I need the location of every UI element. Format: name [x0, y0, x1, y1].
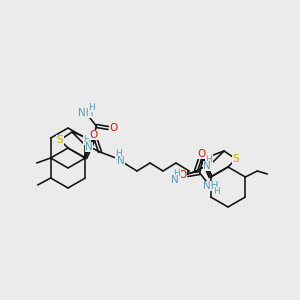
Text: S: S	[57, 135, 63, 145]
Text: S: S	[233, 154, 239, 164]
Text: N: N	[85, 142, 93, 152]
Text: O: O	[198, 149, 206, 159]
Text: N: N	[203, 161, 211, 171]
Text: H: H	[206, 154, 212, 164]
Text: H: H	[213, 188, 220, 196]
Text: H: H	[174, 169, 180, 178]
Text: O: O	[90, 130, 98, 140]
Text: O: O	[178, 170, 187, 180]
Text: H: H	[88, 103, 95, 112]
Text: NH: NH	[78, 108, 93, 118]
Text: NH: NH	[203, 181, 218, 191]
Text: H: H	[116, 149, 122, 158]
Text: N: N	[171, 175, 179, 185]
Text: N: N	[117, 156, 125, 166]
Text: O: O	[109, 123, 117, 133]
Text: H: H	[84, 136, 90, 145]
